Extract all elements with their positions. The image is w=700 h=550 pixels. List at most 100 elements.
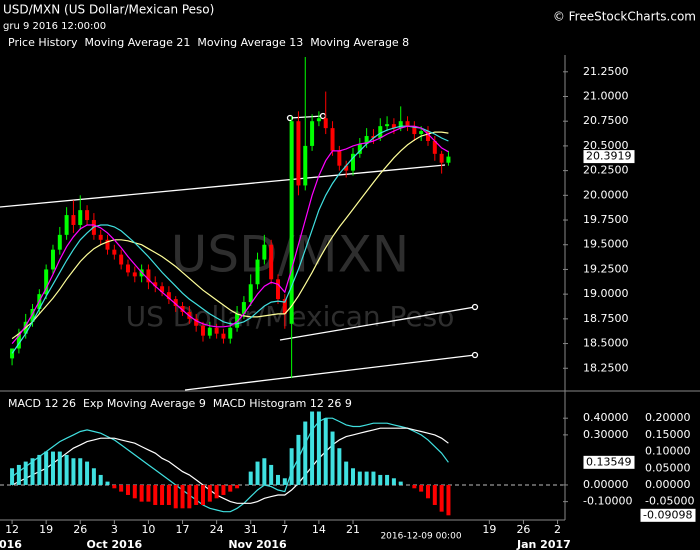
macd-line (11, 417, 449, 513)
candle-body (248, 284, 253, 303)
y-tick-label: 19.0000 (583, 287, 629, 300)
y-tick-label: 19.5000 (583, 238, 629, 251)
month-label: Jan 2017 (516, 538, 571, 550)
histogram-bar (425, 484, 430, 499)
candle-body (439, 153, 444, 163)
histogram-bar (194, 484, 199, 505)
value-label-box (639, 507, 697, 523)
y-tick-label: 18.5000 (583, 337, 629, 350)
histogram-bar (30, 458, 35, 485)
histogram-bar (10, 468, 15, 485)
histogram-bar (303, 421, 308, 485)
legend-entry: Moving Average 13 (197, 36, 303, 49)
candle-body (200, 325, 205, 336)
histogram-bar (132, 484, 137, 499)
y2-tick-label: -0.05000 (645, 495, 694, 508)
histogram-bar (228, 484, 233, 492)
candle-body (50, 249, 55, 270)
histogram-bar (37, 454, 42, 485)
legend-entry: MACD 12 26 (8, 397, 76, 410)
y-tick-label: 0.30000 (583, 428, 629, 441)
histogram-bar (385, 474, 390, 485)
x-tick-label: 21 (346, 523, 360, 536)
macd-line (11, 427, 449, 504)
candle-body (207, 327, 212, 336)
value-label: -0.09098 (643, 508, 692, 521)
histogram-bar (419, 484, 424, 492)
candle-body (432, 140, 437, 154)
candle-body (78, 210, 83, 225)
histogram-bar (146, 484, 151, 502)
candle-body (71, 215, 76, 225)
legend-entry: Moving Average 8 (310, 36, 409, 49)
x-tick-label: 19 (482, 523, 496, 536)
y-tick-label: 20.0000 (583, 188, 629, 201)
histogram-bar (105, 481, 110, 485)
y-tick-label: 20.5000 (583, 139, 629, 152)
y2-tick-label: 0.05000 (645, 461, 691, 474)
value-label-box (582, 149, 636, 165)
candle-body (228, 327, 233, 339)
candle-body (330, 128, 335, 151)
candle-body (44, 269, 49, 295)
histogram-bar (112, 484, 117, 489)
y-tick-label: 0.40000 (583, 411, 629, 424)
candle-body (419, 131, 424, 135)
x-tick-label: 7 (281, 523, 288, 536)
date-label: gru 9 2016 12:00:00 (3, 21, 106, 32)
crosshair-box (374, 529, 468, 543)
histogram-bar (275, 474, 280, 485)
candle-body (146, 269, 151, 283)
candle-body (425, 131, 430, 141)
chart-title: USD/MXN (US Dollar/Mexican Peso) (3, 3, 214, 17)
candle-body (57, 234, 62, 250)
histogram-bar (323, 418, 328, 485)
y-tick-label: 18.2500 (583, 361, 629, 374)
candle-body (446, 156, 451, 163)
histogram-bar (357, 471, 362, 485)
candle-body (10, 348, 15, 359)
x-tick-label: 12 (5, 523, 19, 536)
histogram-bar (446, 484, 451, 516)
histogram-bar (23, 461, 28, 485)
candle-body (303, 145, 308, 186)
histogram-bar (50, 451, 55, 485)
candle-body (64, 215, 69, 235)
crosshair-label: 2016-12-09 00:00 (380, 532, 461, 542)
x-tick-label: 10 (141, 523, 155, 536)
moving-average-line (11, 125, 449, 354)
trendline (184, 354, 476, 391)
histogram-bar (412, 484, 417, 489)
y2-tick-label: 0.00000 (645, 478, 691, 491)
histogram-bar (91, 468, 96, 485)
candle-body (125, 264, 130, 273)
value-label-box (582, 454, 636, 470)
y-tick-label: 20.2500 (583, 164, 629, 177)
histogram-bar (262, 458, 267, 485)
histogram-bar (160, 484, 165, 505)
y-tick-label: 18.7500 (583, 312, 629, 325)
candle-body (323, 118, 328, 129)
moving-average-line (11, 131, 449, 340)
histogram-bar (344, 461, 349, 485)
candle-body (112, 249, 117, 255)
candle-body (214, 327, 219, 334)
candle-body (344, 165, 349, 171)
legend-entry: Exp Moving Average 9 (83, 397, 206, 410)
y-tick-label: 20.7500 (583, 114, 629, 127)
histogram-bar (350, 468, 355, 485)
month-label: Oct 2016 (87, 538, 143, 550)
y-tick-label: -0.10000 (583, 495, 632, 508)
histogram-bar (207, 484, 212, 502)
histogram-bar (125, 484, 130, 495)
y2-tick-label: 0.10000 (645, 445, 691, 458)
candle-body (364, 136, 369, 144)
candle-body (132, 272, 137, 277)
histogram-bar (282, 478, 287, 485)
y2-tick-label: 0.15000 (645, 428, 691, 441)
x-tick-label: 2 (554, 523, 561, 536)
histogram-bar (71, 458, 76, 485)
candle-body (412, 126, 417, 135)
